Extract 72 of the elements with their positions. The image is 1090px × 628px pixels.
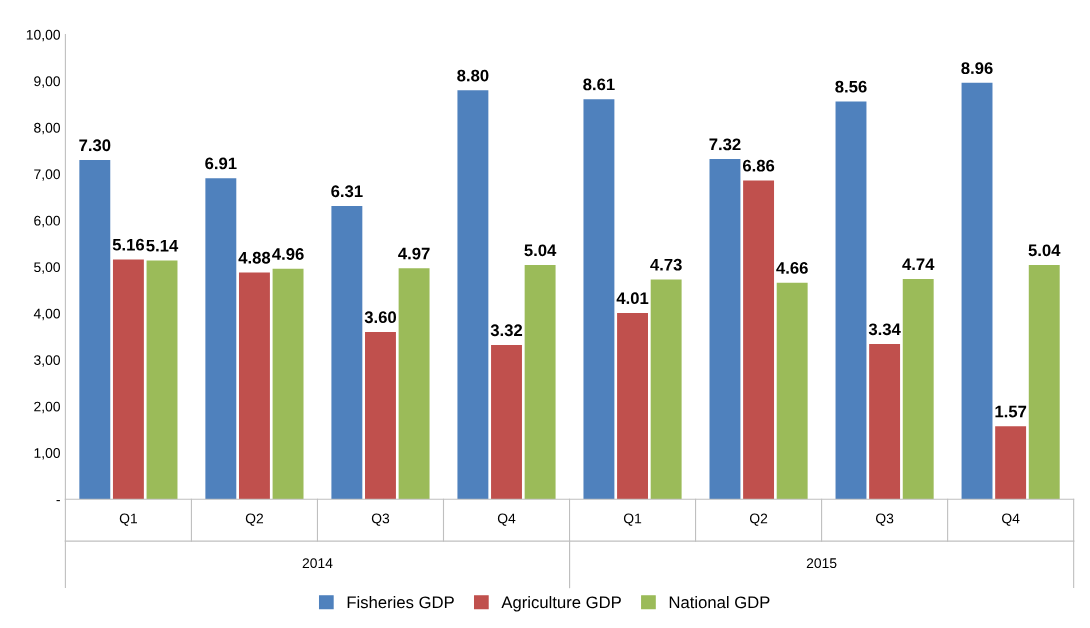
bar bbox=[709, 159, 741, 500]
text: 2015 bbox=[806, 558, 837, 569]
y-tick-label: 10,00 bbox=[26, 29, 60, 42]
data-label: 5.14 bbox=[146, 239, 179, 252]
legend-label: National GDP bbox=[669, 595, 770, 609]
y-tick-label: 9,00 bbox=[34, 76, 60, 88]
y-tick-label: 3,00 bbox=[34, 355, 60, 367]
bar bbox=[961, 82, 993, 500]
data-label: 4.66 bbox=[776, 262, 808, 274]
y-tick-label: 4,00 bbox=[33, 308, 60, 321]
bar bbox=[146, 260, 178, 500]
bar bbox=[79, 160, 111, 500]
x-tick-label: Q2 bbox=[245, 513, 264, 526]
x-tick-label: Q1 bbox=[623, 513, 642, 526]
data-label: 4.97 bbox=[398, 247, 430, 260]
data-label: 4.73 bbox=[650, 258, 682, 271]
bar bbox=[272, 268, 304, 500]
data-label: 3.60 bbox=[364, 311, 397, 324]
data-label: 7.30 bbox=[79, 139, 111, 152]
bar bbox=[398, 268, 430, 500]
data-label: 1.57 bbox=[995, 405, 1027, 418]
data-label: 8.80 bbox=[457, 69, 489, 82]
bar bbox=[205, 178, 237, 500]
data-label: 3.34 bbox=[868, 323, 901, 336]
bar bbox=[457, 90, 489, 500]
bar bbox=[238, 272, 270, 500]
x-tick-label: Q4 bbox=[497, 513, 516, 526]
bar bbox=[743, 180, 775, 500]
y-tick-label: - bbox=[56, 500, 60, 502]
bar bbox=[835, 101, 867, 500]
data-label: 4.88 bbox=[238, 251, 271, 264]
data-label: 6.86 bbox=[742, 159, 775, 172]
bar bbox=[365, 331, 396, 500]
x-tick-label: Q3 bbox=[876, 513, 894, 526]
data-label: 8.96 bbox=[961, 62, 993, 75]
bar bbox=[902, 278, 934, 500]
x-tick-label: Q1 bbox=[119, 513, 137, 526]
bar bbox=[650, 279, 682, 500]
y-tick-label: 8,00 bbox=[34, 122, 60, 135]
y-tick-label: 2,00 bbox=[34, 401, 60, 414]
data-label: 4.01 bbox=[616, 292, 649, 305]
data-label: 6.31 bbox=[331, 185, 363, 198]
x-tick-label: Q4 bbox=[1002, 513, 1020, 526]
data-label: 5.16 bbox=[112, 238, 145, 251]
bar bbox=[995, 426, 1027, 500]
data-label: 4.74 bbox=[902, 258, 935, 270]
data-label: 4.96 bbox=[272, 248, 304, 260]
bar bbox=[112, 259, 144, 500]
data-label: 3.32 bbox=[490, 324, 523, 337]
y-tick-label: 7,00 bbox=[34, 169, 60, 181]
legend-label: Agriculture GDP bbox=[501, 595, 621, 612]
bar bbox=[491, 344, 522, 500]
data-label: 7.32 bbox=[709, 138, 741, 151]
bar bbox=[583, 99, 615, 500]
data-label: 5.04 bbox=[1028, 244, 1061, 257]
y-tick-label: 5,00 bbox=[34, 262, 60, 274]
x-tick-label: Q3 bbox=[371, 513, 390, 526]
bar bbox=[1028, 265, 1060, 500]
data-label: 8.61 bbox=[583, 78, 615, 91]
y-tick-label: 6,00 bbox=[34, 215, 60, 228]
bar bbox=[331, 206, 363, 500]
text: 2014 bbox=[302, 558, 333, 569]
legend-label: Fisheries GDP bbox=[347, 595, 454, 609]
x-tick-label: Q2 bbox=[749, 513, 768, 526]
data-label: 6.91 bbox=[205, 157, 237, 170]
y-tick-label: 1,00 bbox=[34, 448, 60, 460]
data-label: 8.56 bbox=[835, 80, 867, 93]
bar bbox=[869, 344, 901, 500]
bar bbox=[617, 312, 648, 500]
data-label: 5.04 bbox=[524, 244, 557, 257]
bar bbox=[524, 265, 556, 500]
bar bbox=[776, 282, 808, 500]
